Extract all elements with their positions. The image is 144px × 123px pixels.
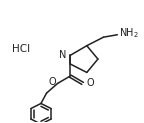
Text: N: N — [59, 50, 67, 60]
Text: HCl: HCl — [12, 44, 30, 54]
Text: O: O — [49, 77, 56, 87]
Text: O: O — [86, 78, 94, 88]
Text: NH$_2$: NH$_2$ — [119, 27, 139, 40]
